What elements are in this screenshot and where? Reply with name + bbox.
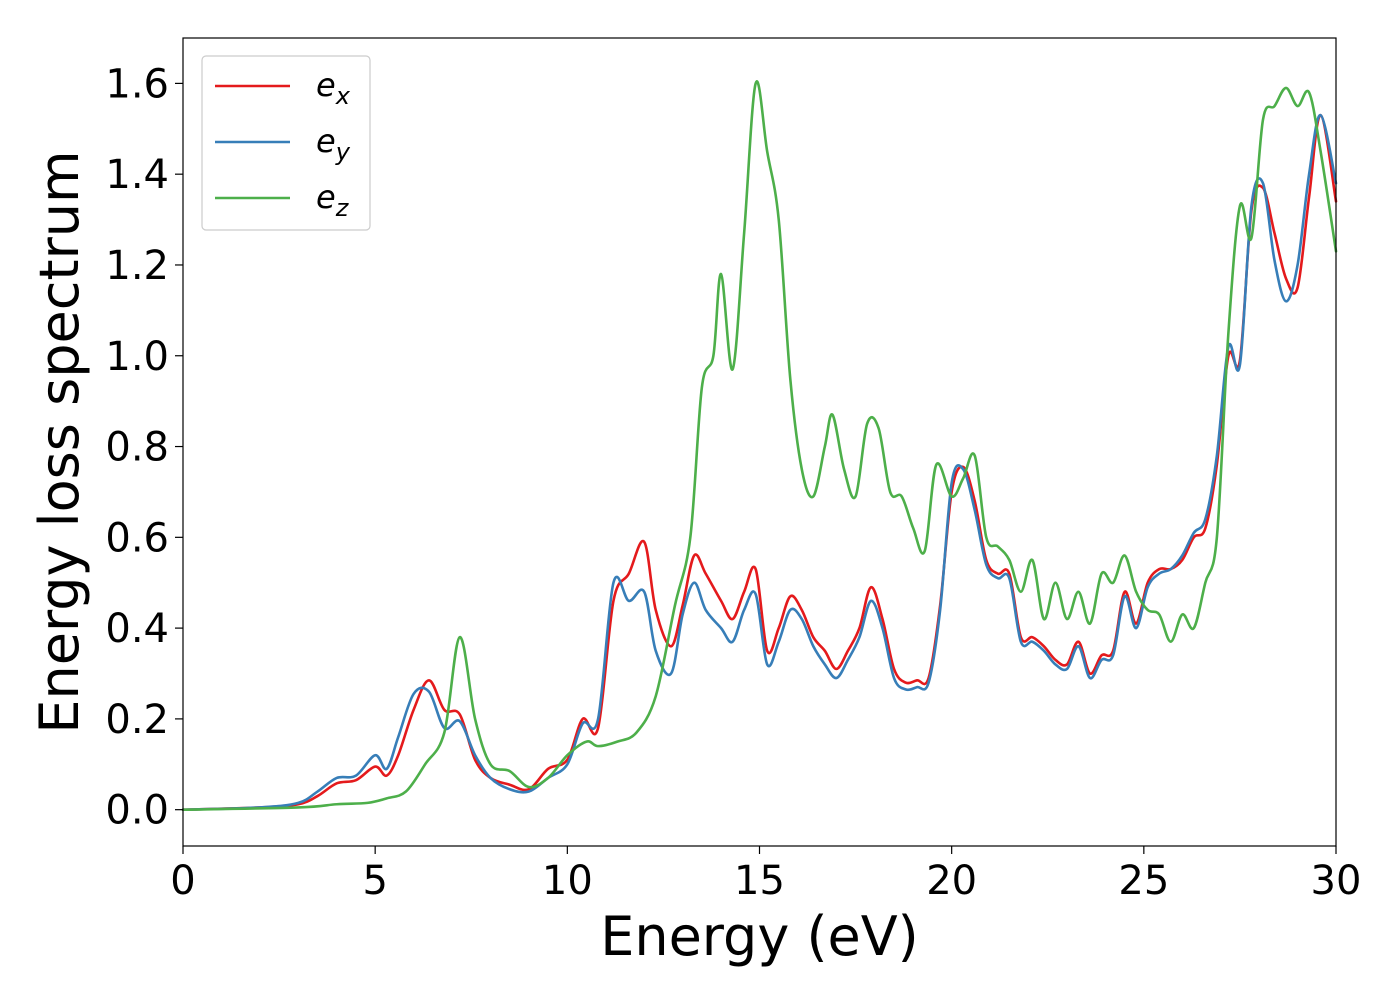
y-axis-ticks: 0.0 0.2 0.4 0.6 0.8 1.0 1.2 1.4 1.6: [105, 61, 183, 834]
plot-background: [183, 38, 1336, 846]
y-tick-label: 1.6: [105, 61, 169, 107]
series-line-y: [181, 113, 1338, 811]
legend-label-subscript: y: [335, 138, 351, 166]
y-tick-label: 1.4: [105, 152, 169, 198]
x-axis-ticks: 0 5 10 15 20 25 30: [170, 846, 1361, 904]
y-tick-label: 0.0: [105, 788, 169, 834]
x-tick-label: 10: [542, 858, 593, 904]
series-layer: [181, 80, 1338, 811]
legend-label-subscript: z: [335, 194, 350, 222]
legend-label-subscript: x: [335, 82, 351, 110]
legend-label-x: ex: [316, 66, 351, 110]
y-axis-label: Energy loss spectrum: [28, 150, 91, 733]
y-tick-label: 0.4: [105, 606, 169, 652]
y-tick-label: 1.2: [105, 243, 169, 289]
legend-label-base: e: [316, 178, 336, 216]
x-tick-label: 25: [1118, 858, 1169, 904]
legend-label-y: ey: [316, 122, 351, 166]
series-line-z: [181, 80, 1338, 811]
x-axis-label: Energy (eV): [600, 905, 919, 968]
legend-label-z: ez: [316, 178, 350, 222]
x-tick-label: 0: [170, 858, 195, 904]
y-tick-label: 0.8: [105, 425, 169, 471]
x-tick-label: 30: [1311, 858, 1362, 904]
y-tick-label: 0.2: [105, 697, 169, 743]
x-tick-label: 5: [362, 858, 387, 904]
y-tick-label: 0.6: [105, 515, 169, 561]
legend-label-base: e: [316, 66, 336, 104]
x-tick-label: 15: [734, 858, 785, 904]
y-tick-label: 1.0: [105, 334, 169, 380]
x-tick-label: 20: [926, 858, 977, 904]
legend-label-base: e: [316, 122, 336, 160]
